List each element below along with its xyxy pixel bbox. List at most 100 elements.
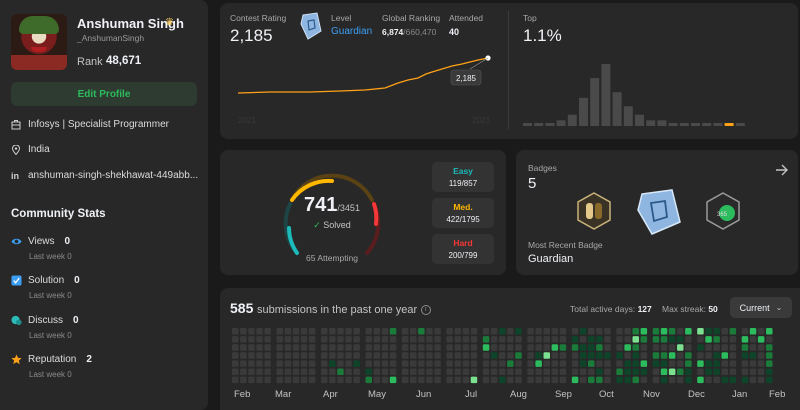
heatmap-day-cell[interactable] bbox=[616, 344, 623, 351]
heatmap-day-cell[interactable] bbox=[389, 376, 397, 384]
heatmap-day-cell[interactable] bbox=[705, 360, 712, 367]
heatmap-day-cell[interactable] bbox=[685, 336, 692, 343]
heatmap-day-cell[interactable] bbox=[276, 328, 284, 335]
heatmap-day-cell[interactable] bbox=[543, 328, 551, 335]
heatmap-day-cell[interactable] bbox=[685, 368, 692, 376]
histogram-bar[interactable] bbox=[646, 120, 656, 126]
heatmap-day-cell[interactable] bbox=[685, 360, 692, 367]
heatmap-day-cell[interactable] bbox=[381, 336, 389, 343]
heatmap-day-cell[interactable] bbox=[652, 336, 660, 343]
heatmap-day-cell[interactable] bbox=[596, 336, 603, 343]
heatmap-day-cell[interactable] bbox=[749, 352, 757, 359]
heatmap-day-cell[interactable] bbox=[232, 352, 239, 359]
heatmap-day-cell[interactable] bbox=[264, 344, 271, 351]
heatmap-day-cell[interactable] bbox=[284, 368, 292, 376]
heatmap-day-cell[interactable] bbox=[381, 328, 389, 335]
heatmap-day-cell[interactable] bbox=[749, 336, 757, 343]
heatmap-day-cell[interactable] bbox=[321, 352, 328, 359]
heatmap-day-cell[interactable] bbox=[381, 360, 389, 367]
heatmap-day-cell[interactable] bbox=[446, 352, 453, 359]
heatmap-day-cell[interactable] bbox=[741, 328, 749, 335]
heatmap-day-cell[interactable] bbox=[381, 368, 389, 376]
heatmap-day-cell[interactable] bbox=[345, 376, 352, 384]
heatmap-day-cell[interactable] bbox=[410, 336, 417, 343]
heatmap-day-cell[interactable] bbox=[410, 376, 417, 384]
heatmap-day-cell[interactable] bbox=[596, 360, 603, 367]
heatmap-day-cell[interactable] bbox=[256, 376, 263, 384]
heatmap-day-cell[interactable] bbox=[365, 360, 373, 367]
heatmap-day-cell[interactable] bbox=[721, 368, 729, 376]
heatmap-day-cell[interactable] bbox=[462, 328, 470, 335]
heatmap-day-cell[interactable] bbox=[329, 336, 336, 343]
heatmap-day-cell[interactable] bbox=[551, 328, 559, 335]
heatmap-day-cell[interactable] bbox=[766, 336, 773, 343]
heatmap-day-cell[interactable] bbox=[410, 368, 417, 376]
heatmap-day-cell[interactable] bbox=[604, 352, 611, 359]
rating-line-chart[interactable]: 2,185 2021 2023 bbox=[230, 51, 495, 127]
heatmap-day-cell[interactable] bbox=[559, 328, 567, 335]
heatmap-day-cell[interactable] bbox=[248, 344, 255, 351]
heatmap-day-cell[interactable] bbox=[418, 352, 425, 359]
heatmap-day-cell[interactable] bbox=[264, 336, 271, 343]
heatmap-day-cell[interactable] bbox=[418, 336, 425, 343]
heatmap-day-cell[interactable] bbox=[668, 352, 676, 359]
heatmap-day-cell[interactable] bbox=[535, 360, 542, 367]
heatmap-day-cell[interactable] bbox=[660, 368, 668, 376]
heatmap-day-cell[interactable] bbox=[757, 360, 765, 367]
heatmap-day-cell[interactable] bbox=[766, 352, 773, 359]
heatmap-day-cell[interactable] bbox=[677, 368, 684, 376]
heatmap-day-cell[interactable] bbox=[240, 376, 247, 384]
heatmap-day-cell[interactable] bbox=[365, 336, 373, 343]
heatmap-day-cell[interactable] bbox=[624, 336, 631, 343]
heatmap-day-cell[interactable] bbox=[434, 368, 441, 376]
heatmap-day-cell[interactable] bbox=[256, 352, 263, 359]
heatmap-day-cell[interactable] bbox=[596, 328, 603, 335]
heatmap-day-cell[interactable] bbox=[365, 352, 373, 359]
heatmap-day-cell[interactable] bbox=[677, 328, 684, 335]
heatmap-day-cell[interactable] bbox=[705, 368, 712, 376]
heatmap-day-cell[interactable] bbox=[365, 376, 373, 384]
heatmap-day-cell[interactable] bbox=[741, 336, 749, 343]
heatmap-day-cell[interactable] bbox=[559, 360, 567, 367]
heatmap-day-cell[interactable] bbox=[264, 352, 271, 359]
heatmap-day-cell[interactable] bbox=[446, 360, 453, 367]
heatmap-day-cell[interactable] bbox=[499, 336, 506, 343]
heatmap-day-cell[interactable] bbox=[766, 376, 773, 384]
histogram-bar-current[interactable] bbox=[724, 123, 734, 126]
heatmap-day-cell[interactable] bbox=[482, 360, 490, 367]
heatmap-day-cell[interactable] bbox=[426, 368, 433, 376]
heatmap-day-cell[interactable] bbox=[401, 336, 409, 343]
heatmap-day-cell[interactable] bbox=[418, 376, 425, 384]
heatmap-day-cell[interactable] bbox=[515, 328, 522, 335]
heatmap-day-cell[interactable] bbox=[248, 352, 255, 359]
heatmap-day-cell[interactable] bbox=[410, 360, 417, 367]
heatmap-day-cell[interactable] bbox=[571, 360, 579, 367]
heatmap-day-cell[interactable] bbox=[256, 328, 263, 335]
heatmap-day-cell[interactable] bbox=[353, 336, 360, 343]
heatmap-day-cell[interactable] bbox=[640, 352, 648, 359]
heatmap-day-cell[interactable] bbox=[308, 376, 316, 384]
heatmap-day-cell[interactable] bbox=[507, 344, 514, 351]
heatmap-day-cell[interactable] bbox=[741, 360, 749, 367]
heatmap-day-cell[interactable] bbox=[543, 376, 551, 384]
heatmap-day-cell[interactable] bbox=[515, 368, 522, 376]
heatmap-day-cell[interactable] bbox=[705, 352, 712, 359]
heatmap-day-cell[interactable] bbox=[579, 360, 587, 367]
heatmap-day-cell[interactable] bbox=[381, 344, 389, 351]
heatmap-day-cell[interactable] bbox=[652, 376, 660, 384]
heatmap-day-cell[interactable] bbox=[373, 376, 381, 384]
heatmap-day-cell[interactable] bbox=[240, 352, 247, 359]
heatmap-day-cell[interactable] bbox=[685, 344, 692, 351]
histogram-bar[interactable] bbox=[702, 123, 712, 126]
heatmap-day-cell[interactable] bbox=[535, 336, 542, 343]
heatmap-day-cell[interactable] bbox=[284, 360, 292, 367]
heatmap-day-cell[interactable] bbox=[729, 376, 737, 384]
heatmap-day-cell[interactable] bbox=[640, 328, 648, 335]
histogram-bar[interactable] bbox=[545, 123, 555, 126]
heatmap-day-cell[interactable] bbox=[604, 328, 611, 335]
heatmap-day-cell[interactable] bbox=[264, 376, 271, 384]
histogram-bar[interactable] bbox=[623, 106, 633, 126]
heatmap-day-cell[interactable] bbox=[232, 328, 239, 335]
heatmap-day-cell[interactable] bbox=[535, 328, 542, 335]
heatmap-day-cell[interactable] bbox=[749, 376, 757, 384]
